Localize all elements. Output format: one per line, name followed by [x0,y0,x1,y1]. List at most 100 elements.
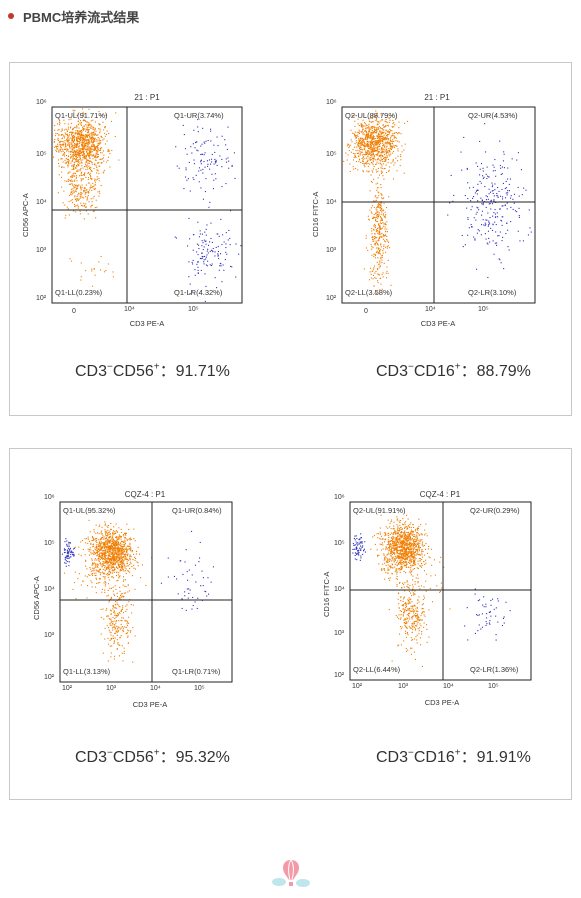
event-dot [96,547,98,549]
event-dot [392,547,394,549]
event-dot [107,533,109,535]
event-dot [93,137,95,139]
event-dot [381,288,383,290]
event-dot [101,152,103,154]
event-dot [422,541,424,543]
event-dot [114,544,116,546]
event-dot [96,553,98,555]
event-dot [98,548,100,550]
event-dot [238,253,240,255]
event-dot [381,135,383,137]
event-dot [399,546,401,548]
event-dot [115,540,117,542]
event-dot [369,142,371,144]
event-dot [376,242,378,244]
event-dot [109,153,111,155]
event-dot [385,125,387,127]
event-dot [393,151,395,153]
event-dot [112,556,114,558]
event-dot [76,180,78,182]
event-dot [401,551,403,553]
event-dot [204,142,206,144]
event-dot [364,117,366,119]
event-dot [75,132,77,134]
event-dot [88,129,90,131]
plot-frame [59,501,233,683]
event-dot [187,245,189,247]
event-dot [112,531,114,533]
event-dot [86,159,88,161]
event-dot [376,171,378,173]
event-dot [83,205,85,207]
event-dot [69,137,71,139]
event-dot [74,159,76,161]
event-dot [105,541,107,543]
event-dot [357,169,359,171]
event-dot [73,138,75,140]
event-dot [372,141,374,143]
event-dot [386,235,388,237]
event-dot [90,568,92,570]
event-dot [63,119,65,121]
event-dot [98,162,100,164]
event-dot [57,137,59,139]
event-dot [99,130,101,132]
event-dot [380,243,382,245]
event-dot [368,153,370,155]
event-dot [89,189,91,191]
event-dot [193,159,195,161]
event-dot [95,538,97,540]
event-dot [381,236,383,238]
event-dot [375,159,377,161]
event-dot [95,179,97,181]
event-dot [378,223,380,225]
event-dot [64,146,66,148]
event-dot [403,542,405,544]
event-dot [484,186,486,188]
event-dot [363,158,365,160]
event-dot [110,566,112,568]
event-dot [375,114,377,116]
event-dot [114,618,116,620]
event-dot [213,163,215,165]
event-dot [111,551,113,553]
event-dot [103,154,105,156]
event-dot [116,647,118,649]
event-dot [67,551,69,553]
event-dot [65,149,67,151]
event-dot [118,527,120,529]
event-dot [76,187,78,189]
event-dot [215,178,217,180]
event-dot [120,538,122,540]
event-dot [389,139,391,141]
event-dot [523,187,525,189]
event-dot [481,163,483,165]
event-dot [388,247,390,249]
event-dot [76,184,78,186]
event-dot [106,567,108,569]
event-dot [377,247,379,249]
event-dot [375,126,377,128]
event-dot [86,139,88,141]
event-dot [72,134,74,136]
event-dot [413,559,415,561]
quadrant-ll-label: Q1-LL(0.23%) [55,288,103,297]
event-dot [112,543,114,545]
event-dot [387,272,389,274]
event-dot [91,559,93,561]
event-dot [388,560,390,562]
event-dot [91,134,93,136]
event-dot [108,579,110,581]
event-dot [83,218,85,220]
event-dot [188,217,190,219]
event-dot [98,165,100,167]
event-dot [89,150,91,152]
event-dot [499,165,501,167]
event-dot [86,128,88,130]
event-dot [117,612,119,614]
event-dot [195,581,197,583]
event-dot [93,144,95,146]
event-dot [66,545,68,547]
event-dot [77,133,79,135]
event-dot [96,551,98,553]
